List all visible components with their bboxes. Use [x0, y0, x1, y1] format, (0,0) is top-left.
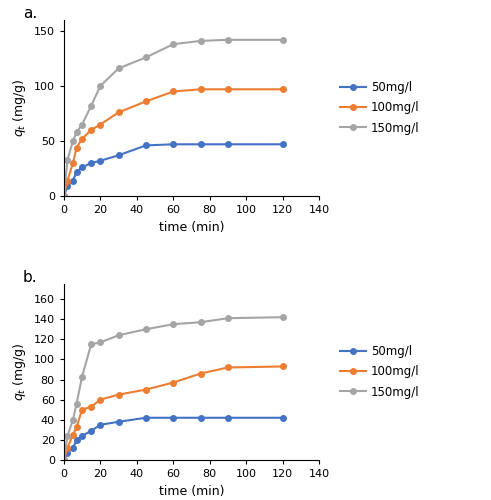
150mg/l: [88, 103, 94, 109]
50mg/l: [115, 152, 121, 158]
150mg/l: [61, 193, 67, 199]
Y-axis label: $q_t$ (mg/g): $q_t$ (mg/g): [11, 78, 28, 138]
50mg/l: [64, 183, 70, 189]
100mg/l: [170, 88, 176, 94]
150mg/l: [198, 319, 204, 325]
100mg/l: [115, 392, 121, 398]
50mg/l: [61, 193, 67, 199]
100mg/l: [97, 122, 103, 128]
50mg/l: [97, 422, 103, 428]
Line: 100mg/l: 100mg/l: [61, 364, 285, 463]
100mg/l: [70, 432, 76, 438]
50mg/l: [88, 428, 94, 434]
X-axis label: time (min): time (min): [159, 484, 224, 498]
50mg/l: [88, 160, 94, 166]
100mg/l: [74, 144, 80, 150]
50mg/l: [61, 457, 67, 463]
50mg/l: [198, 142, 204, 148]
50mg/l: [225, 415, 231, 421]
150mg/l: [170, 41, 176, 47]
100mg/l: [97, 396, 103, 402]
150mg/l: [115, 332, 121, 338]
150mg/l: [280, 314, 286, 320]
Line: 100mg/l: 100mg/l: [61, 86, 285, 199]
150mg/l: [280, 37, 286, 43]
50mg/l: [143, 415, 149, 421]
50mg/l: [225, 142, 231, 148]
100mg/l: [88, 127, 94, 133]
100mg/l: [64, 445, 70, 451]
100mg/l: [70, 160, 76, 166]
50mg/l: [74, 437, 80, 443]
100mg/l: [79, 406, 85, 412]
100mg/l: [74, 424, 80, 430]
50mg/l: [143, 142, 149, 148]
Legend: 50mg/l, 100mg/l, 150mg/l: 50mg/l, 100mg/l, 150mg/l: [340, 346, 420, 399]
150mg/l: [79, 122, 85, 128]
150mg/l: [64, 433, 70, 439]
100mg/l: [225, 86, 231, 92]
150mg/l: [143, 54, 149, 60]
150mg/l: [143, 326, 149, 332]
50mg/l: [198, 415, 204, 421]
100mg/l: [115, 110, 121, 116]
100mg/l: [143, 98, 149, 104]
100mg/l: [143, 386, 149, 392]
50mg/l: [115, 419, 121, 425]
150mg/l: [74, 129, 80, 135]
50mg/l: [280, 142, 286, 148]
Text: a.: a.: [23, 6, 37, 21]
100mg/l: [61, 457, 67, 463]
150mg/l: [198, 38, 204, 44]
150mg/l: [70, 138, 76, 144]
50mg/l: [74, 169, 80, 175]
50mg/l: [170, 415, 176, 421]
150mg/l: [115, 66, 121, 71]
Text: b.: b.: [23, 270, 38, 285]
100mg/l: [170, 380, 176, 386]
50mg/l: [97, 158, 103, 164]
Legend: 50mg/l, 100mg/l, 150mg/l: 50mg/l, 100mg/l, 150mg/l: [340, 82, 420, 134]
50mg/l: [70, 445, 76, 451]
50mg/l: [70, 178, 76, 184]
100mg/l: [280, 364, 286, 370]
Line: 50mg/l: 50mg/l: [61, 142, 285, 199]
Line: 50mg/l: 50mg/l: [61, 415, 285, 463]
Line: 150mg/l: 150mg/l: [61, 314, 285, 463]
100mg/l: [79, 136, 85, 142]
100mg/l: [61, 193, 67, 199]
100mg/l: [280, 86, 286, 92]
100mg/l: [64, 178, 70, 184]
Line: 150mg/l: 150mg/l: [61, 37, 285, 199]
100mg/l: [198, 86, 204, 92]
150mg/l: [88, 342, 94, 347]
150mg/l: [225, 315, 231, 321]
150mg/l: [97, 83, 103, 89]
50mg/l: [280, 415, 286, 421]
50mg/l: [64, 450, 70, 456]
150mg/l: [170, 321, 176, 327]
100mg/l: [88, 404, 94, 409]
Y-axis label: $q_t$ (mg/g): $q_t$ (mg/g): [11, 342, 28, 402]
150mg/l: [79, 374, 85, 380]
50mg/l: [79, 164, 85, 170]
150mg/l: [225, 37, 231, 43]
150mg/l: [64, 156, 70, 162]
X-axis label: time (min): time (min): [159, 220, 224, 234]
150mg/l: [97, 340, 103, 345]
100mg/l: [198, 370, 204, 376]
100mg/l: [225, 364, 231, 370]
50mg/l: [170, 142, 176, 148]
150mg/l: [61, 457, 67, 463]
50mg/l: [79, 433, 85, 439]
150mg/l: [70, 417, 76, 423]
150mg/l: [74, 400, 80, 406]
